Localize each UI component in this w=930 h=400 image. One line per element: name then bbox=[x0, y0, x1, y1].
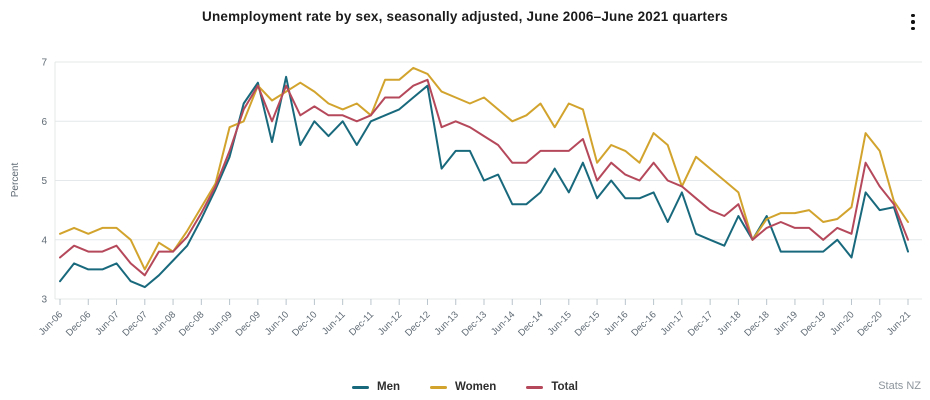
legend-item-total[interactable]: Total bbox=[526, 381, 578, 393]
y-tick-label: 5 bbox=[41, 176, 47, 187]
x-tick-label: Dec-18 bbox=[742, 309, 771, 338]
kebab-dot bbox=[911, 13, 915, 18]
x-tick-label: Dec-19 bbox=[799, 309, 828, 338]
legend-item-women[interactable]: Women bbox=[430, 381, 496, 393]
x-tick-label: Jun-13 bbox=[433, 309, 461, 337]
x-tick-label: Dec-14 bbox=[516, 309, 545, 338]
y-tick-label: 6 bbox=[41, 117, 47, 128]
y-tick-label: 7 bbox=[41, 58, 47, 69]
x-tick-label: Dec-12 bbox=[403, 309, 432, 338]
x-tick-label: Jun-14 bbox=[489, 309, 517, 337]
x-tick-label: Jun-20 bbox=[828, 309, 856, 337]
x-tick-label: Jun-19 bbox=[772, 309, 800, 337]
legend-label-men: Men bbox=[377, 381, 401, 393]
x-tick-label: Dec-11 bbox=[347, 309, 376, 338]
x-tick-label: Dec-16 bbox=[629, 309, 658, 338]
x-tick-label: Dec-20 bbox=[855, 309, 884, 338]
series-line-men bbox=[59, 75, 909, 289]
x-tick-label: Jun-12 bbox=[376, 309, 404, 337]
x-tick-label: Jun-10 bbox=[263, 309, 291, 337]
women-line-swatch bbox=[430, 385, 448, 389]
legend-item-men[interactable]: Men bbox=[352, 381, 400, 393]
x-tick-label: Jun-18 bbox=[715, 309, 743, 337]
stats-nz-attribution: Stats NZ bbox=[878, 380, 921, 392]
chart-header: Unemployment rate by sex, seasonally adj… bbox=[0, 8, 930, 26]
x-tick-label: Jun-06 bbox=[37, 309, 65, 337]
kebab-dot bbox=[911, 26, 915, 31]
chart-title: Unemployment rate by sex, seasonally adj… bbox=[202, 9, 728, 24]
x-tick-label: Dec-08 bbox=[177, 309, 206, 338]
kebab-dot bbox=[911, 20, 915, 24]
y-tick-label: 3 bbox=[41, 295, 47, 306]
x-tick-label: Dec-13 bbox=[460, 309, 489, 338]
y-tick-label: 4 bbox=[41, 235, 47, 246]
x-tick-label: Jun-11 bbox=[320, 309, 348, 337]
x-tick-label: Dec-09 bbox=[234, 309, 263, 338]
x-tick-label: Jun-17 bbox=[659, 309, 687, 337]
series-line-women bbox=[59, 66, 909, 271]
x-tick-label: Dec-15 bbox=[573, 309, 602, 338]
x-tick-label: Jun-07 bbox=[93, 309, 121, 337]
x-tick-label: Dec-10 bbox=[290, 309, 319, 338]
x-tick-label: Jun-08 bbox=[150, 309, 178, 337]
x-tick-label: Jun-16 bbox=[602, 309, 630, 337]
x-tick-label: Jun-15 bbox=[546, 309, 574, 337]
series-line-total bbox=[59, 78, 909, 277]
total-line-swatch bbox=[526, 385, 544, 389]
x-tick-label: Dec-06 bbox=[64, 309, 93, 338]
men-line-swatch bbox=[352, 385, 370, 389]
legend-label-total: Total bbox=[551, 381, 578, 393]
legend-label-women: Women bbox=[455, 381, 497, 393]
x-tick-label: Dec-07 bbox=[120, 309, 149, 338]
x-tick-label: Jun-21 bbox=[885, 309, 913, 337]
x-tick-label: Jun-09 bbox=[206, 309, 234, 337]
chart-legend: Men Women Total bbox=[0, 381, 930, 393]
kebab-menu-icon[interactable] bbox=[904, 9, 922, 35]
y-axis-label: Percent bbox=[10, 163, 21, 198]
x-tick-label: Dec-17 bbox=[686, 309, 715, 338]
